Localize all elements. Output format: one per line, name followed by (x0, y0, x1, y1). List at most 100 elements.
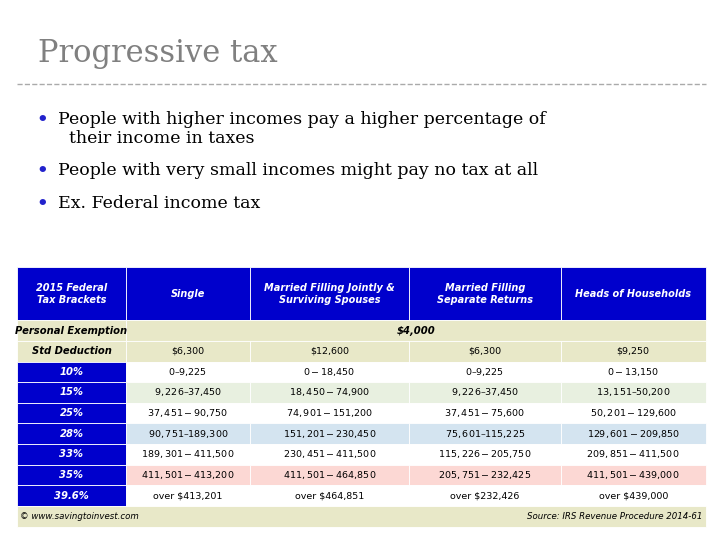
Text: $37,451- $75,600: $37,451- $75,600 (444, 407, 526, 419)
Bar (17, 403, 126, 423)
Text: People with very small incomes might pay no tax at all: People with very small incomes might pay… (58, 162, 538, 179)
Bar (561, 485, 706, 506)
Bar (126, 382, 250, 403)
Bar (250, 465, 409, 485)
Bar (17, 320, 126, 341)
Text: © www.savingtoinvest.com: © www.savingtoinvest.com (20, 512, 139, 521)
Text: 35%: 35% (60, 470, 84, 480)
Bar (409, 465, 561, 485)
Bar (126, 485, 250, 506)
Bar (126, 403, 250, 423)
Text: •: • (36, 162, 48, 180)
Bar (250, 485, 409, 506)
Bar (17, 382, 126, 403)
Text: Std Deduction: Std Deduction (32, 346, 112, 356)
Text: $0 - $18,450: $0 - $18,450 (303, 366, 356, 378)
Text: 10%: 10% (60, 367, 84, 377)
Bar (561, 267, 706, 320)
Bar (17, 423, 126, 444)
Bar (409, 382, 561, 403)
Text: $151,201 - $230,450: $151,201 - $230,450 (283, 428, 376, 440)
Text: $6,300: $6,300 (171, 347, 204, 356)
Bar (17, 341, 126, 361)
Bar (250, 382, 409, 403)
Text: Married Filling Jointly &
Surviving Spouses: Married Filling Jointly & Surviving Spou… (264, 283, 395, 305)
Text: $0 – $9,225: $0 – $9,225 (465, 366, 505, 378)
Bar (561, 465, 706, 485)
Text: $0 - $13,150: $0 - $13,150 (607, 366, 660, 378)
Bar (561, 423, 706, 444)
Text: $50,201 - $129,600: $50,201 - $129,600 (590, 407, 677, 419)
Text: Source: IRS Revenue Procedure 2014-61: Source: IRS Revenue Procedure 2014-61 (527, 512, 702, 521)
Bar (409, 267, 561, 320)
Bar (250, 361, 409, 382)
Text: 39.6%: 39.6% (54, 491, 89, 501)
Text: Married Filling
Separate Returns: Married Filling Separate Returns (437, 283, 533, 305)
Text: over $464,851: over $464,851 (294, 491, 364, 500)
Bar (250, 267, 409, 320)
Bar (561, 382, 706, 403)
Bar (409, 485, 561, 506)
Text: $9,226 – $37,450: $9,226 – $37,450 (451, 387, 519, 399)
Bar (17, 465, 126, 485)
Text: $411,501 - $413,200: $411,501 - $413,200 (141, 469, 235, 481)
Text: •: • (36, 111, 48, 129)
Text: $9,226 – $37,450: $9,226 – $37,450 (154, 387, 222, 399)
Bar (250, 423, 409, 444)
Text: $12,600: $12,600 (310, 347, 349, 356)
Bar (250, 403, 409, 423)
Text: $230,451 - $411,500: $230,451 - $411,500 (283, 448, 376, 461)
Text: Single: Single (171, 289, 205, 299)
Text: Ex. Federal income tax: Ex. Federal income tax (58, 195, 260, 212)
Bar (17, 506, 706, 526)
Text: Personal Exemption: Personal Exemption (15, 326, 127, 335)
Text: $9,250: $9,250 (617, 347, 649, 356)
Text: 25%: 25% (60, 408, 84, 418)
Bar (561, 403, 706, 423)
Text: $74,901 - $151,200: $74,901 - $151,200 (286, 407, 373, 419)
Bar (126, 444, 250, 465)
Text: Heads of Households: Heads of Households (575, 289, 691, 299)
Bar (17, 361, 126, 382)
Text: $411,501 - $464,850: $411,501 - $464,850 (283, 469, 376, 481)
Bar (126, 465, 250, 485)
Text: $75,601 – $115,225: $75,601 – $115,225 (445, 428, 525, 440)
Text: $13,151 – $50,200: $13,151 – $50,200 (596, 387, 670, 399)
Text: $115,226 - $205,750: $115,226 - $205,750 (438, 448, 531, 461)
Bar (126, 320, 706, 341)
Text: $129,601 - $209,850: $129,601 - $209,850 (587, 428, 680, 440)
Bar (17, 444, 126, 465)
Bar (561, 444, 706, 465)
Text: $411,501 - $439,000: $411,501 - $439,000 (587, 469, 680, 481)
Bar (126, 267, 250, 320)
Bar (561, 341, 706, 361)
Bar (409, 403, 561, 423)
Text: 2015 Federal
Tax Brackets: 2015 Federal Tax Brackets (36, 283, 107, 305)
Text: $37,451- $90,750: $37,451- $90,750 (148, 407, 229, 419)
Bar (250, 444, 409, 465)
Text: over $413,201: over $413,201 (153, 491, 222, 500)
Text: over $439,000: over $439,000 (598, 491, 668, 500)
Text: $4,000: $4,000 (397, 326, 436, 335)
Bar (250, 341, 409, 361)
Bar (126, 423, 250, 444)
Text: $209,851 - $411,500: $209,851 - $411,500 (587, 448, 680, 461)
Text: $6,300: $6,300 (468, 347, 501, 356)
Bar (561, 361, 706, 382)
Text: •: • (36, 195, 48, 213)
Text: 15%: 15% (60, 388, 84, 397)
Bar (409, 341, 561, 361)
Text: 28%: 28% (60, 429, 84, 438)
Bar (409, 444, 561, 465)
Text: $90,751 – $189,300: $90,751 – $189,300 (148, 428, 228, 440)
Text: $189,301 - $411,500: $189,301 - $411,500 (141, 448, 235, 461)
Text: $205,751 - $232,425: $205,751 - $232,425 (438, 469, 531, 481)
Text: 33%: 33% (60, 449, 84, 460)
Text: $0 – $9,225: $0 – $9,225 (168, 366, 207, 378)
Text: $18,450 - $74,900: $18,450 - $74,900 (289, 387, 370, 399)
Bar (126, 341, 250, 361)
Bar (126, 361, 250, 382)
Bar (409, 361, 561, 382)
Text: People with higher incomes pay a higher percentage of
  their income in taxes: People with higher incomes pay a higher … (58, 111, 545, 147)
Text: over $232,426: over $232,426 (450, 491, 520, 500)
